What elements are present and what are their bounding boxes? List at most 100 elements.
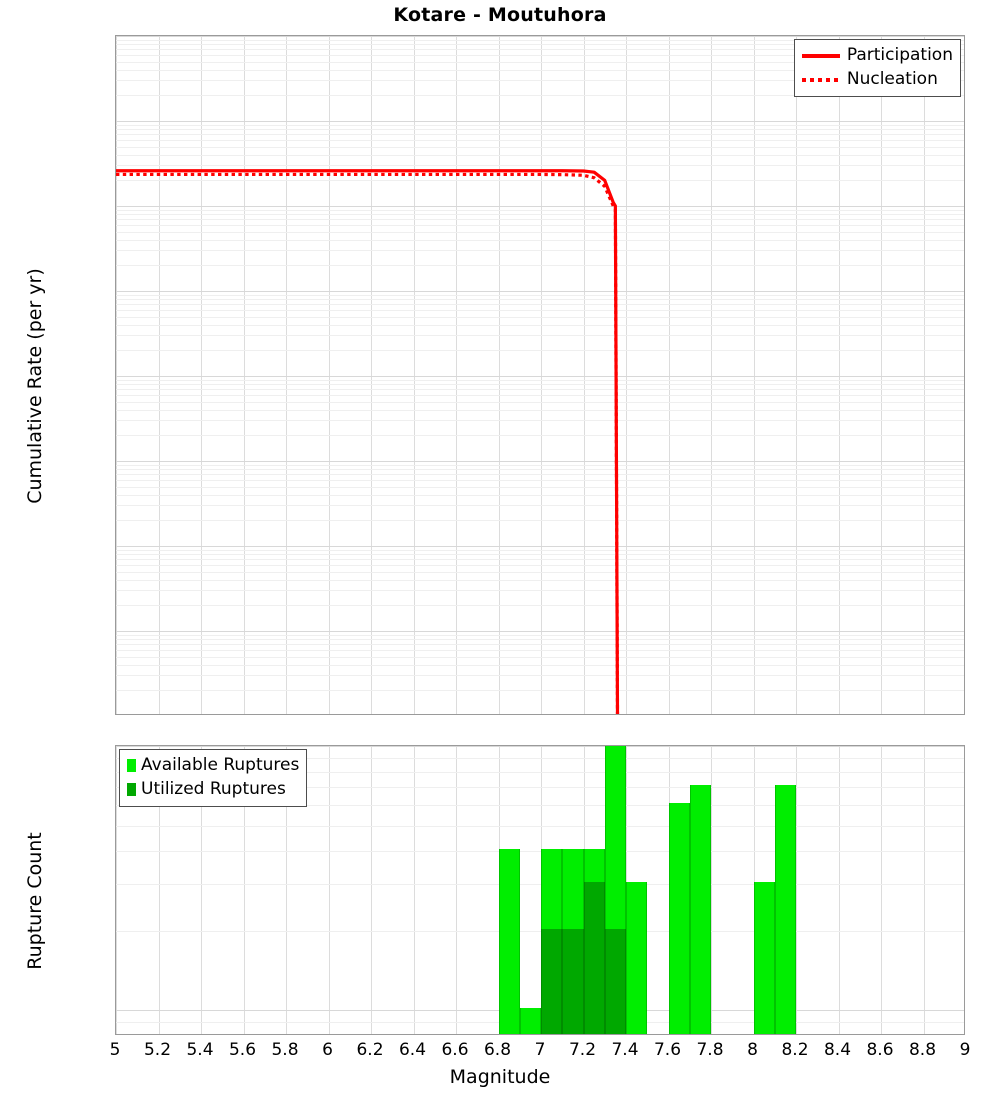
gridline-horizontal [116, 154, 964, 156]
top-y-axis-title: Cumulative Rate (per yr) [24, 268, 46, 504]
legend-item-participation: Participation [801, 44, 953, 67]
gridline-horizontal [116, 206, 964, 207]
gridline-vertical [243, 746, 245, 1034]
gridline-vertical [328, 36, 330, 714]
gridline-horizontal [116, 95, 964, 97]
gridline-horizontal [116, 146, 964, 148]
gridline-vertical [838, 36, 840, 714]
gridline-vertical [583, 36, 585, 714]
bar-utilized [604, 928, 626, 1034]
gridline-vertical [201, 36, 202, 714]
gridline-vertical [371, 746, 372, 1034]
gridline-horizontal [116, 394, 964, 396]
gridline-horizontal [116, 469, 964, 471]
gridline-horizontal [116, 505, 964, 507]
gridline-vertical [668, 36, 670, 714]
gridline-horizontal [116, 549, 964, 551]
gridline-vertical [796, 36, 797, 714]
line-solid-icon [801, 53, 840, 58]
gridline-vertical [116, 36, 117, 714]
gridline-horizontal [116, 644, 964, 646]
curve-participation [116, 169, 620, 714]
gridline-horizontal [116, 121, 964, 122]
gridline-vertical [881, 746, 882, 1034]
gridline-horizontal [116, 69, 964, 71]
gridline-horizontal [116, 294, 964, 296]
bar-available [753, 882, 775, 1034]
bar-utilized [541, 928, 563, 1034]
gridline-horizontal [116, 664, 964, 666]
x-tick-label: 5.8 [271, 1040, 299, 1060]
gridline-horizontal [116, 409, 964, 411]
gridline-horizontal [116, 559, 964, 561]
gridline-horizontal [116, 746, 964, 747]
gridline-vertical [158, 36, 160, 714]
curve-nucleation [116, 172, 620, 714]
gridline-horizontal [116, 180, 964, 182]
gridline-horizontal [116, 930, 964, 932]
gridline-horizontal [116, 639, 964, 641]
gridline-horizontal [116, 384, 964, 386]
x-tick-label: 7.8 [696, 1040, 724, 1060]
gridline-vertical [413, 36, 415, 714]
gridline-horizontal [116, 474, 964, 476]
gridline-horizontal [116, 461, 964, 462]
legend-label-nucleation: Nucleation [846, 69, 938, 89]
rate-legend: Participation Nucleation [793, 39, 961, 97]
bar-available [668, 802, 690, 1034]
gridline-horizontal [116, 546, 964, 547]
bottom-y-axis-title: Rupture Count [24, 832, 46, 970]
gridline-horizontal [116, 479, 964, 481]
gridline-horizontal [116, 165, 964, 167]
gridline-horizontal [116, 239, 964, 241]
gridline-horizontal [116, 656, 964, 658]
bar-available [774, 784, 796, 1034]
gridline-vertical [541, 36, 542, 714]
gridline-horizontal [116, 605, 964, 607]
legend-item-available: Available Ruptures [127, 754, 299, 777]
gridline-horizontal [116, 804, 964, 806]
gridline-vertical [711, 746, 712, 1034]
rupture-count-panel: Available Ruptures Utilized Ruptures [115, 745, 965, 1035]
x-tick-label: 7.4 [611, 1040, 639, 1060]
gridline-horizontal [116, 299, 964, 301]
gridline-horizontal [116, 786, 964, 788]
bar-available [519, 1008, 541, 1034]
legend-label-participation: Participation [846, 45, 953, 65]
gridline-horizontal [116, 579, 964, 581]
x-tick-label: 5.2 [143, 1040, 172, 1060]
gridline-horizontal [116, 435, 964, 437]
gridline-horizontal [116, 129, 964, 131]
x-tick-label: 9 [959, 1040, 971, 1060]
x-tick-label: 8.2 [781, 1040, 809, 1060]
x-tick-label: 5.4 [186, 1040, 214, 1060]
gridline-horizontal [116, 464, 964, 466]
gridline-vertical [243, 36, 245, 714]
x-tick-label: 8.4 [823, 1040, 852, 1060]
x-tick-label: 8 [747, 1040, 758, 1060]
gridline-vertical [923, 746, 925, 1034]
x-tick-label: 7.6 [653, 1040, 682, 1060]
x-tick-label: 5 [109, 1040, 121, 1060]
gridline-vertical [711, 36, 712, 714]
gridline-horizontal [116, 376, 964, 377]
gridline-vertical [456, 36, 457, 714]
gridline-horizontal [116, 884, 964, 886]
gridline-horizontal [116, 825, 964, 827]
gridline-horizontal [116, 316, 964, 318]
x-tick-label: 8.8 [908, 1040, 937, 1060]
bar-utilized [583, 882, 605, 1034]
gridline-horizontal [116, 324, 964, 326]
gridline-horizontal [116, 250, 964, 252]
gridline-horizontal [116, 304, 964, 306]
mfd-curves [116, 169, 620, 714]
gridline-vertical [371, 36, 372, 714]
gridline-horizontal [116, 649, 964, 651]
gridline-horizontal [116, 219, 964, 221]
gridline-horizontal [116, 39, 964, 41]
bar-utilized [562, 928, 584, 1034]
gridline-horizontal [116, 209, 964, 211]
x-tick-label: 6.4 [398, 1040, 427, 1060]
gridline-vertical [923, 36, 925, 714]
